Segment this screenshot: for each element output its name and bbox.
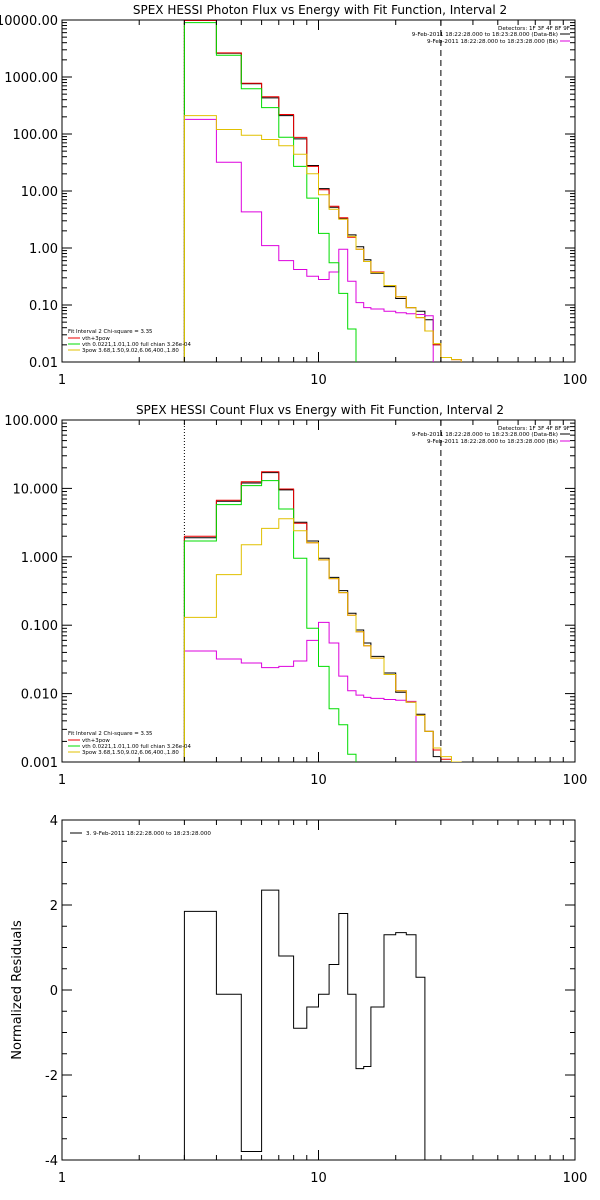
photon-series-4	[183, 115, 462, 362]
photon-axis-ticks: 1 10 100 0.01 0.10 1.00 10.00 100.00 1000.00 1000…	[0, 14, 587, 388]
photon-fit-label-header: Fit Interval 2 Chi-square = 3.35	[68, 329, 152, 335]
count-y-tick-label: 0.100	[21, 619, 58, 634]
photon-y-tick-label: 0.10	[29, 299, 58, 314]
count-fit-label-total: vth+3pow	[82, 738, 110, 744]
count-axis-ticks: 1 10 100 0.001 0.010 0.100 1.000 10.000 100.000	[4, 414, 587, 788]
photon-x-tick-label: 10	[310, 373, 327, 388]
residuals-panel: 1 10 100 -4 -2 0 2 4 3. 9-Feb-2011 18:22:28.000…	[10, 814, 587, 1186]
residuals-x-tick-label: 10	[310, 1171, 327, 1186]
count-fit-label-vth: vth 0.0221,1.01,1.00 full chian 3.26e-04	[82, 744, 191, 750]
residuals-y-tick-label: 2	[50, 899, 58, 914]
count-y-tick-label: 10.000	[13, 482, 59, 497]
count-flux-panel: SPEX HESSI Count Flux vs Energy with Fit…	[4, 403, 587, 788]
photon-detectors-text: Detectors: 1F 3F 4F 8F 9F	[498, 26, 570, 32]
residuals-series-layer	[183, 889, 426, 1160]
count-y-tick-label: 100.000	[4, 414, 58, 429]
residuals-series-0	[183, 889, 426, 1160]
photon-y-tick-label: 1.00	[29, 242, 58, 257]
residuals-y-axis-label: Normalized Residuals	[10, 920, 25, 1060]
photon-series-1	[183, 118, 434, 362]
count-detectors-text: Detectors: 1F 3F 4F 8F 9F	[498, 426, 570, 432]
count-x-tick-label: 100	[563, 773, 588, 788]
photon-y-tick-label: 100.00	[13, 128, 59, 143]
count-series-1	[183, 621, 417, 762]
count-plot-frame	[61, 419, 576, 763]
count-y-tick-label: 1.000	[21, 551, 58, 566]
photon-x-tick-label: 100	[563, 373, 588, 388]
photon-fit-label-3pow: 3pow 3.68,1.50,9.02,6.06,400.,1.80	[82, 348, 179, 354]
photon-panel-title: SPEX HESSI Photon Flux vs Energy with Fi…	[133, 3, 507, 17]
count-series-0	[183, 472, 442, 762]
count-x-tick-label: 1	[58, 773, 66, 788]
count-y-tick-label: 0.001	[21, 756, 58, 771]
photon-time-label-data: 9-Feb-2011 18:22:28.000 to 18:23:28.000 …	[412, 32, 558, 38]
photon-series-0	[183, 20, 452, 362]
photon-fit-label-total: vth+3pow	[82, 336, 110, 342]
photon-y-tick-label: 1000.00	[4, 71, 58, 86]
count-series-2	[183, 471, 452, 762]
photon-y-tick-label: 10000.00	[0, 14, 58, 29]
count-x-tick-label: 10	[310, 773, 327, 788]
residuals-legend-label: 3. 9-Feb-2011 18:22:28.000 to 18:23:28.0…	[86, 831, 211, 837]
photon-flux-panel: SPEX HESSI Photon Flux vs Energy with Fi…	[0, 3, 587, 388]
photon-series-layer	[183, 20, 462, 362]
photon-time-label-bk: 9-Feb-2011 18:22:28.000 to 18:23:28.000 …	[427, 39, 558, 45]
count-panel-title: SPEX HESSI Count Flux vs Energy with Fit…	[136, 403, 504, 417]
residuals-y-tick-label: -4	[45, 1154, 58, 1169]
residuals-x-tick-label: 100	[563, 1171, 588, 1186]
count-fit-label-3pow: 3pow 3.68,1.50,9.02,6.06,400.,1.80	[82, 750, 179, 756]
residuals-y-tick-label: 4	[50, 814, 58, 829]
count-series-layer	[183, 420, 462, 762]
residuals-x-tick-label: 1	[58, 1171, 66, 1186]
residuals-plot-frame	[61, 819, 576, 1161]
count-y-tick-label: 0.010	[21, 688, 58, 703]
count-series-3	[183, 480, 357, 762]
photon-y-tick-label: 10.00	[21, 185, 58, 200]
residuals-y-tick-label: 0	[50, 984, 58, 999]
photon-fit-label-vth: vth 0.0221,1.01,1.00 full chian 3.26e-04	[82, 342, 191, 348]
residuals-axis-ticks: 1 10 100 -4 -2 0 2 4	[45, 814, 587, 1186]
residuals-y-tick-label: -2	[45, 1069, 58, 1084]
count-time-label-data: 9-Feb-2011 18:22:28.000 to 18:23:28.000 …	[412, 432, 558, 438]
photon-y-tick-label: 0.01	[29, 356, 58, 371]
photon-series-3	[183, 22, 357, 362]
photon-x-tick-label: 1	[58, 373, 66, 388]
count-series-4	[183, 518, 462, 762]
count-fit-label-header: Fit Interval 2 Chi-square = 3.35	[68, 731, 152, 737]
count-time-label-bk: 9-Feb-2011 18:22:28.000 to 18:23:28.000 …	[427, 439, 558, 445]
